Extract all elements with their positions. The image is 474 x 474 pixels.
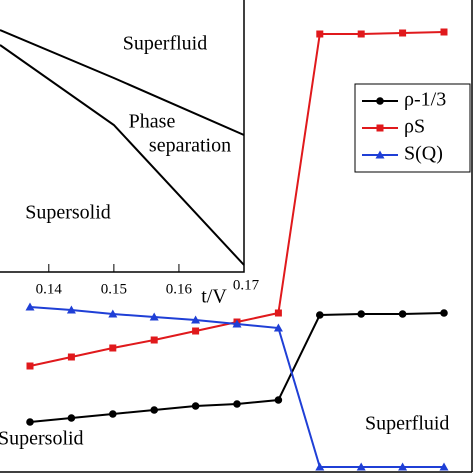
annotation: Superfluid bbox=[365, 413, 449, 435]
legend-label: ρ-1/3 bbox=[404, 89, 446, 111]
x-tick-label: 0.14 bbox=[36, 281, 63, 297]
marker bbox=[26, 362, 34, 370]
legend-label: S(Q) bbox=[404, 143, 443, 165]
marker bbox=[26, 418, 34, 426]
annotation: Phase bbox=[129, 111, 176, 133]
marker bbox=[192, 327, 200, 335]
marker bbox=[316, 30, 324, 38]
marker bbox=[398, 310, 407, 318]
marker bbox=[274, 309, 282, 317]
boundary-line bbox=[0, 44, 245, 266]
marker bbox=[315, 462, 325, 471]
inset-frame bbox=[0, 0, 245, 273]
marker bbox=[398, 462, 408, 471]
marker bbox=[67, 353, 75, 361]
marker bbox=[376, 124, 384, 132]
boundary-line bbox=[0, 29, 245, 136]
marker bbox=[357, 310, 366, 318]
marker bbox=[376, 97, 384, 105]
marker bbox=[149, 312, 159, 321]
marker bbox=[356, 462, 366, 471]
marker bbox=[150, 406, 158, 414]
annotation: separation bbox=[149, 135, 231, 157]
marker bbox=[191, 315, 201, 324]
annotation: Superfluid bbox=[123, 33, 207, 55]
legend-label: ρS bbox=[404, 116, 425, 138]
x-tick-label: 0.16 bbox=[166, 281, 193, 297]
marker bbox=[273, 323, 283, 332]
marker bbox=[109, 344, 117, 352]
x-tick-label: 0.17 bbox=[233, 277, 260, 293]
x-tick-label: 0.15 bbox=[101, 281, 127, 297]
marker bbox=[191, 402, 200, 410]
marker bbox=[440, 28, 448, 36]
marker bbox=[399, 29, 407, 37]
marker bbox=[357, 30, 365, 38]
marker bbox=[439, 462, 449, 471]
marker bbox=[375, 150, 385, 159]
marker bbox=[109, 410, 117, 418]
marker bbox=[274, 396, 283, 404]
marker bbox=[66, 305, 76, 314]
annotation: Supersolid bbox=[25, 202, 111, 224]
series-line bbox=[29, 306, 444, 468]
marker bbox=[316, 311, 324, 319]
marker bbox=[232, 319, 242, 328]
marker bbox=[150, 336, 158, 344]
marker bbox=[233, 400, 241, 408]
marker bbox=[25, 302, 35, 311]
marker bbox=[67, 414, 76, 422]
marker bbox=[108, 309, 118, 318]
x-axis-label: t/V bbox=[201, 286, 227, 308]
marker bbox=[440, 309, 448, 317]
annotation: Supersolid bbox=[0, 428, 84, 450]
